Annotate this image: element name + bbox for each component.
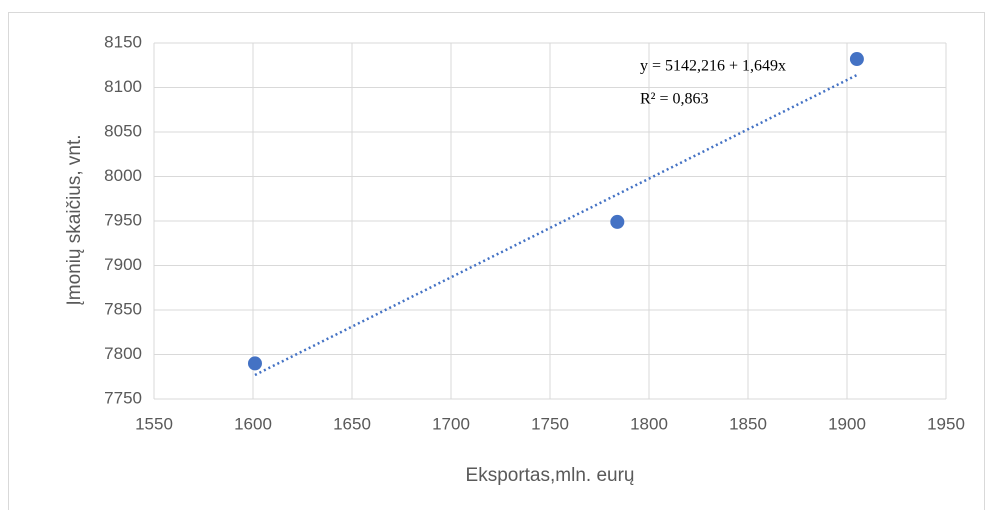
equation: y = 5142,216 + 1,649x (640, 58, 786, 75)
y-axis-title: Įmonių skaičius, vnt. (64, 134, 85, 305)
y-tick-label: 7950 (104, 210, 142, 229)
y-tick-label: 7750 (104, 388, 142, 407)
x-tick-label: 1700 (432, 414, 470, 433)
x-axis-title: Eksportas,mln. eurų (466, 465, 635, 486)
chart-border (8, 12, 985, 510)
x-tick-label: 1750 (531, 414, 569, 433)
x-tick-label: 1800 (630, 414, 668, 433)
scatter-point (610, 214, 625, 229)
scatter-point (247, 356, 262, 371)
trendline (254, 73, 858, 377)
x-tick-label: 1950 (927, 414, 965, 433)
y-tick-label: 7800 (104, 344, 142, 363)
y-tick-label: 7850 (104, 299, 142, 318)
x-tick-label: 1850 (729, 414, 767, 433)
scatter-point (849, 52, 864, 67)
x-tick-label: 1600 (234, 414, 272, 433)
x-tick-label: 1650 (333, 414, 371, 433)
y-tick-label: 8150 (104, 32, 142, 51)
x-tick-label: 1550 (135, 414, 173, 433)
r-squared: R² = 0,863 (640, 91, 709, 108)
y-tick-label: 8100 (104, 77, 142, 96)
x-tick-label: 1900 (828, 414, 866, 433)
y-tick-label: 7900 (104, 255, 142, 274)
y-tick-label: 8000 (104, 166, 142, 185)
y-tick-label: 8050 (104, 121, 142, 140)
